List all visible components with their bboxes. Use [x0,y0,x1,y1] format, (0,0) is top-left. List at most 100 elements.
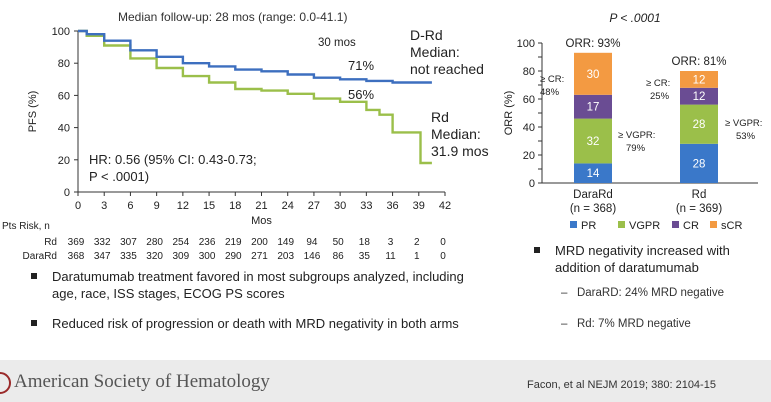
y-tick-label: 20 [523,150,535,162]
rd-30mo-value: 56% [348,87,374,102]
risk-cell: 50 [332,237,344,248]
bullet-marker [534,247,540,253]
risk-cell: 290 [224,251,242,262]
bar-cr [574,94,612,119]
risk-cell: 219 [224,237,242,248]
risk-cell: 307 [120,237,137,248]
orr-total-label: ORR: 81% [672,56,727,68]
dara-ge-cr-value: 48% [540,87,560,98]
y-tick-label: 100 [52,26,70,38]
bar-vgpr [680,104,718,144]
x-tick-label: 3 [101,200,107,212]
x-tick-label: 6 [127,200,133,212]
drd-label: D-Rd [410,27,443,43]
bar-pr [574,163,612,183]
risk-cell: 254 [172,237,190,248]
y-tick-label: 100 [517,38,535,50]
bullet-text: Daratumumab treatment favored in most su… [52,269,464,301]
drd-30mo-value: 71% [348,58,374,73]
footer-bar: American Society of Hematology Facon, et… [0,360,771,402]
bar-value-label: 28 [693,158,706,170]
risk-cell: 203 [277,251,295,262]
legend-swatch-scr [710,221,717,228]
legend-swatch-pr [570,221,577,228]
risk-cell: 309 [172,251,190,262]
risk-cell: 2 [414,237,420,248]
x-tick-label: 33 [360,200,372,212]
legend-label-scr: sCR [721,220,742,232]
risk-cell: 332 [93,237,111,248]
risk-cell: 18 [358,237,370,248]
chart-title: Median follow-up: 28 mos (range: 0.0-41.… [118,10,347,24]
bar-value-label: 12 [693,91,706,103]
y-tick-label: 60 [523,94,535,106]
bar-value-label: 12 [693,74,706,86]
drd-median-label: Median: [410,44,460,60]
bullet-mrd-risk: Reduced risk of progression or death wit… [31,315,512,332]
risk-cell: 146 [303,251,321,262]
risk-cell: 347 [93,251,111,262]
bar-scr [574,52,612,95]
risk-cell: 0 [440,237,446,248]
bar-value-label: 30 [587,69,600,81]
x-tick-label: 15 [203,200,215,212]
subbullet-rd: – Rd: 7% MRD negative [561,318,691,330]
legend-swatch-vgpr [618,221,625,228]
x-tick-label: 24 [282,200,294,212]
bullet-marker [31,273,37,279]
x-tick-label: 42 [439,200,451,212]
orr-chart: P < .0001 0 20 40 60 80 100 ORR (%) 14 32 17 30 ORR:… [503,11,762,232]
risk-row-label: Rd [44,237,57,248]
risk-cell: 271 [251,251,268,262]
y-tick-label: 60 [58,90,70,102]
rd-ge-cr-label: ≥ CR: [646,78,670,89]
x-tick-label: 9 [154,200,160,212]
x-tick-label: 30 [334,200,346,212]
ash-logo-icon [0,372,11,394]
subbullet-text: DaraRD: 24% MRD negative [576,287,724,299]
bullet-marker [31,320,37,326]
risk-cell: 0 [440,251,446,262]
drd-median-value: not reached [410,61,484,77]
bar-vgpr [574,118,612,164]
legend-label-cr: CR [683,220,699,232]
y-tick-label: 80 [523,66,535,78]
risk-cell: 35 [358,251,370,262]
landmark-label: 30 mos [318,37,356,49]
rd-median-label: Median: [431,126,481,142]
legend-swatch-cr [672,221,679,228]
category-label: Rd [692,189,707,201]
bar-value-label: 14 [587,168,600,180]
risk-cell: 11 [385,251,396,262]
series-d-rd [78,29,432,84]
risk-cell: 320 [146,251,163,262]
risk-cell: 3 [387,237,394,248]
rd-ge-vgpr-label: ≥ VGPR: [725,118,762,129]
risk-cell: 86 [332,251,344,262]
y-axis-title: PFS (%) [27,91,39,133]
risk-cell: 149 [277,237,295,248]
rd-label: Rd [431,109,449,125]
dara-ge-vgpr-label: ≥ VGPR: [618,130,655,141]
p-value-title: P < .0001 [609,11,660,25]
rd-ge-vgpr-value: 53% [736,131,756,142]
bar-cr [680,87,718,105]
y-tick-label: 40 [523,122,535,134]
bullet-text: MRD negativity increased with addition o… [555,243,730,275]
dara-ge-vgpr-value: 79% [626,143,646,154]
y-axis-title: ORR (%) [503,91,515,136]
risk-row-label: DaraRd [22,251,57,262]
subbullet-text: Rd: 7% MRD negative [576,318,691,330]
x-tick-label: 12 [177,200,189,212]
category-n-label: (n = 369) [676,203,723,215]
orr-total-label: ORR: 93% [566,38,621,50]
risk-cell: 368 [67,251,85,262]
x-tick-label: 36 [386,200,398,212]
risk-cell: 236 [198,237,216,248]
risk-table-title: Pts Risk, n [2,221,50,232]
y-tick-label: 0 [64,187,70,199]
x-tick-label: 21 [255,200,267,212]
x-axis-title: Mos [251,215,272,227]
risk-cell: 1 [414,251,420,262]
x-tick-label: 0 [75,200,81,212]
